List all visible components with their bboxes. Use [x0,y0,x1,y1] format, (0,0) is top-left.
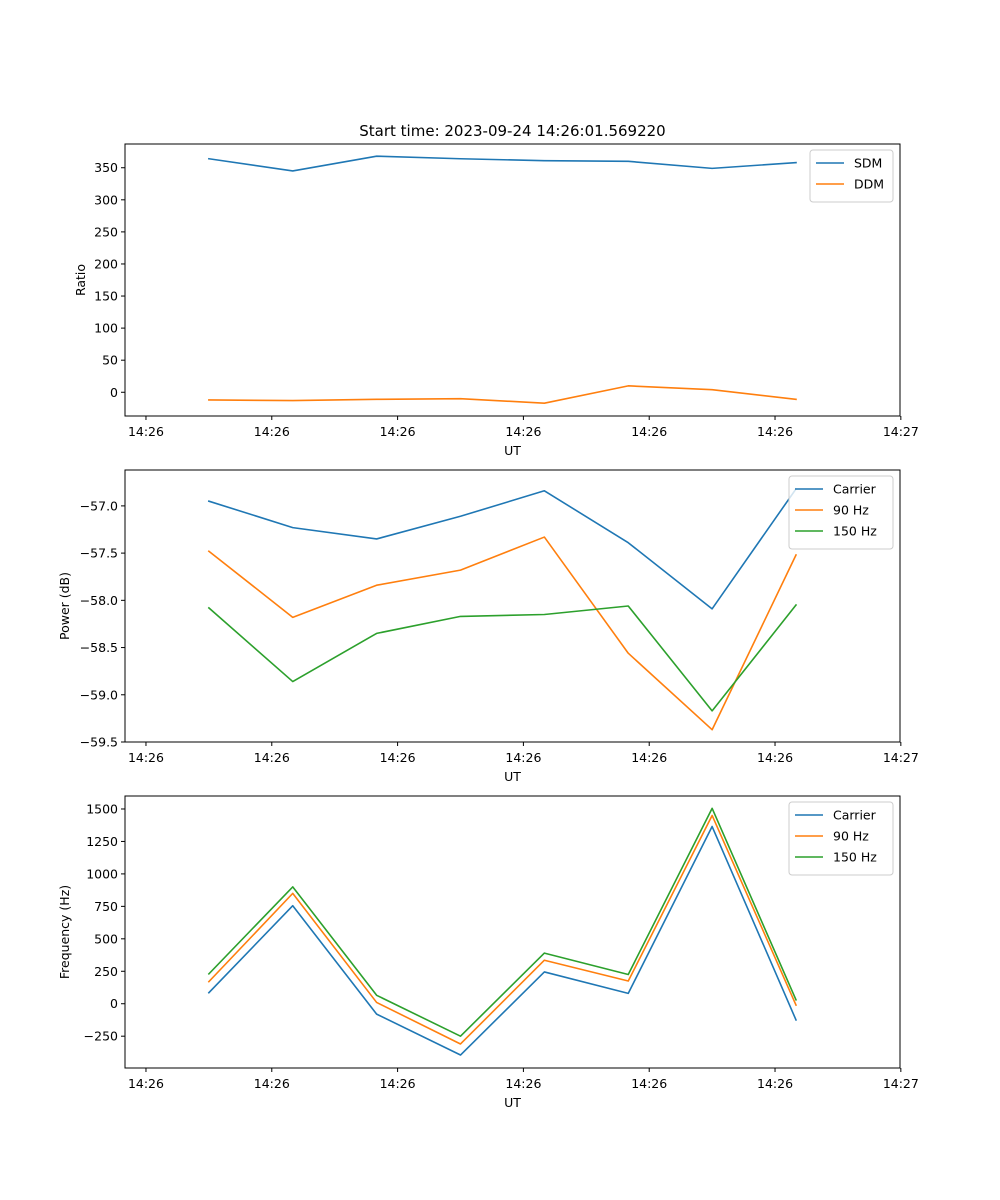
y-tick-label: −58.0 [80,593,118,608]
x-tick-label: 14:26 [757,750,793,765]
x-tick-label: 14:26 [128,750,164,765]
series-line-ddm [208,385,797,404]
y-tick-label: 1250 [86,834,118,849]
x-tick-label: 14:26 [631,750,667,765]
legend-label: 150 Hz [833,850,877,865]
subplot-ratio: 14:26 14:26 14:26 14:26 14:26 14:26 14:27 0 50 10… [73,143,919,458]
y-tick-label: −57.0 [80,498,118,513]
y-tick-label: −58.5 [80,640,118,655]
y-tick-label: 250 [94,964,118,979]
series-line-90-hz [207,536,798,731]
y-tick-label: 350 [94,160,118,175]
x-tick-label: 14:26 [631,424,667,439]
x-tick-label: 14:26 [505,1076,541,1091]
y-tick-label: 1000 [86,866,118,881]
x-tick-label: 14:26 [505,424,541,439]
plot-area-frame [124,143,901,417]
x-axis-label: UT [504,443,521,458]
series-line-150-hz [207,807,798,1037]
chart-title: Start time: 2023-09-24 14:26:01.569220 [359,122,665,140]
x-tick-label: 14:27 [883,424,919,439]
y-axis-label: Power (dB) [57,572,72,640]
x-tick-label: 14:26 [505,750,541,765]
x-axis-label: UT [504,1095,521,1110]
y-tick-label: −57.5 [80,546,118,561]
x-tick-label: 14:27 [883,1076,919,1091]
y-tick-label: 250 [94,224,118,239]
x-tick-label: 14:26 [254,750,290,765]
x-tick-label: 14:27 [883,750,919,765]
y-tick-label: −250 [84,1029,118,1044]
y-tick-label: 0 [110,996,118,1011]
x-tick-label: 14:26 [757,1076,793,1091]
plot-area-frame [124,795,901,1069]
x-tick-label: 14:26 [254,424,290,439]
legend-label: DDM [854,177,884,192]
y-tick-label: 750 [94,899,118,914]
y-tick-label: −59.5 [80,735,118,750]
legend-label: 150 Hz [833,524,877,539]
y-tick-label: 150 [94,289,118,304]
legend-label: 90 Hz [833,829,869,844]
legend-label: SDM [854,156,882,171]
series-line-sdm [207,155,797,172]
series-line-150-hz [207,603,798,712]
subplot-frequency: 14:26 14:26 14:26 14:26 14:26 14:26 14:27 −250 0… [57,795,919,1110]
x-tick-label: 14:26 [631,1076,667,1091]
legend-label: 90 Hz [833,503,869,518]
y-tick-label: 500 [94,931,118,946]
series-line-carrier [207,825,798,1056]
x-tick-label: 14:26 [380,750,416,765]
y-tick-label: 50 [102,353,118,368]
x-tick-label: 14:26 [128,424,164,439]
x-tick-label: 14:26 [128,1076,164,1091]
x-tick-label: 14:26 [380,424,416,439]
y-tick-label: −59.0 [80,687,118,702]
legend-label: Carrier [833,482,877,497]
x-tick-label: 14:26 [380,1076,416,1091]
series-line-90-hz [207,814,798,1045]
subplot-power: 14:26 14:26 14:26 14:26 14:26 14:26 14:27 −59.5… [57,469,919,784]
y-tick-label: 200 [94,256,118,271]
x-tick-label: 14:26 [757,424,793,439]
y-tick-label: 100 [94,321,118,336]
legend-label: Carrier [833,808,877,823]
plot-area-frame [124,469,901,743]
y-tick-label: 1500 [86,801,118,816]
y-axis-label: Frequency (Hz) [57,885,72,979]
y-tick-label: 300 [94,192,118,207]
series-line-carrier [207,487,798,610]
y-axis-label: Ratio [73,264,88,296]
y-tick-label: 0 [110,385,118,400]
x-tick-label: 14:26 [254,1076,290,1091]
x-axis-label: UT [504,769,521,784]
